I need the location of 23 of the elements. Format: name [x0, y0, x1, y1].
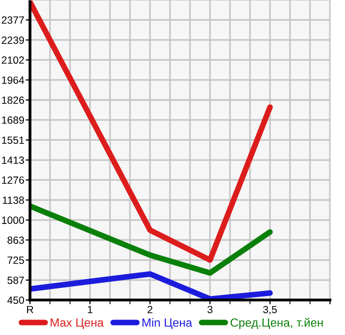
legend-label: Сред.Цена, т.йен: [230, 318, 323, 330]
legend-label: Max Цена: [50, 318, 104, 329]
y-tick-label: 1413: [2, 156, 24, 164]
y-tick-label: 2377: [2, 16, 24, 24]
y-tick-label: 2102: [2, 56, 24, 64]
y-tick-label: 1826: [2, 96, 24, 104]
y-tick-label: 587: [7, 276, 24, 284]
y-tick-label: 1000: [2, 216, 24, 224]
y-tick-label: 863: [8, 236, 24, 244]
y-tick-label: 1276: [2, 176, 24, 184]
x-tick-label: 3,5: [263, 306, 277, 314]
x-tick-label: 2: [148, 306, 152, 314]
x-tick-label: 3: [208, 306, 212, 314]
y-tick-label: 725: [8, 256, 24, 264]
y-tick-label: 2239: [2, 36, 24, 44]
x-tick-label: 1: [88, 306, 92, 314]
legend-label: Min Цена: [142, 318, 192, 329]
y-tick-label: 1551: [2, 136, 24, 144]
y-tick-label: 1689: [2, 116, 24, 124]
y-tick-label: 450: [7, 296, 24, 304]
x-tick-label: R: [27, 306, 34, 314]
y-tick-label: 1964: [2, 76, 24, 84]
y-tick-label: 1138: [2, 196, 24, 204]
